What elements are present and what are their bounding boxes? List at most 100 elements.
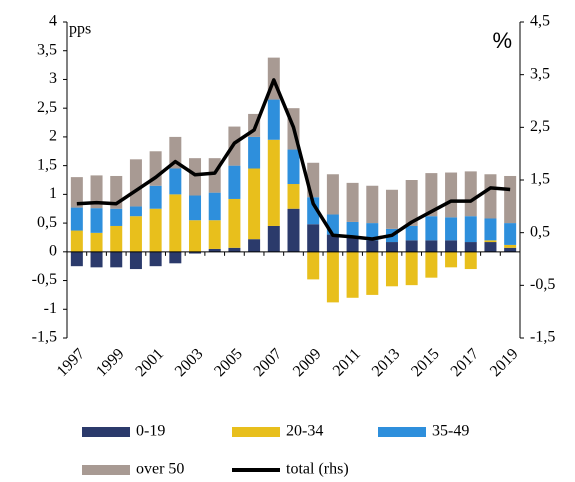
bar [70, 177, 83, 208]
x-tick-label: 2013 [369, 345, 404, 380]
x-tick-label: 2001 [132, 345, 167, 380]
bar [208, 192, 221, 221]
bar [326, 251, 339, 303]
bar [287, 184, 300, 209]
bar [425, 251, 438, 278]
bar [405, 225, 418, 241]
bar [464, 216, 477, 243]
bar [484, 240, 497, 243]
bar [129, 251, 142, 270]
bar [149, 185, 162, 209]
legend-label: total (rhs) [286, 461, 349, 478]
bar [425, 173, 438, 217]
bar [248, 168, 261, 240]
legend-label: over 50 [136, 461, 184, 478]
bar [445, 251, 458, 268]
x-tick-label: 2011 [330, 345, 364, 379]
x-tick-label: 2005 [211, 345, 246, 380]
bar [90, 175, 103, 209]
bar [129, 206, 142, 217]
bar [267, 225, 280, 252]
bar [208, 248, 221, 252]
bar [248, 136, 261, 169]
bar [189, 251, 202, 254]
bar [70, 230, 83, 252]
y-tick-label: -1,5 [32, 329, 57, 346]
bar [326, 174, 339, 215]
legend-swatch [232, 427, 280, 437]
y-axis-label: pps [69, 21, 91, 38]
bar [326, 234, 339, 252]
y2-axis-label: % [492, 28, 512, 53]
bar [425, 216, 438, 241]
bar [129, 216, 142, 252]
bar [90, 251, 103, 268]
y2-tick-label: 2,5 [530, 118, 550, 135]
bar [484, 174, 497, 219]
legend-label: 35-49 [432, 423, 469, 440]
bar [189, 220, 202, 252]
bar [228, 247, 241, 252]
y-tick-label: 3,5 [37, 41, 57, 58]
line [76, 78, 511, 241]
bar [504, 223, 517, 245]
bar [70, 207, 83, 231]
bar [287, 208, 300, 252]
y-tick-label: 1 [49, 185, 57, 202]
bar [504, 244, 517, 248]
bar [307, 197, 320, 225]
bar [385, 242, 398, 252]
y-tick-label: 0 [49, 242, 57, 259]
x-tick-label: 1999 [93, 345, 128, 380]
y-tick-label: 2 [49, 128, 57, 145]
bar [70, 251, 83, 267]
x-tick-label: 2007 [251, 345, 286, 380]
bar [248, 239, 261, 252]
bar [445, 217, 458, 241]
x-tick-label: 2009 [290, 345, 325, 380]
bar [228, 165, 241, 199]
bar [445, 172, 458, 218]
bar [90, 208, 103, 233]
bar [110, 251, 123, 268]
bar [346, 251, 359, 298]
bar [484, 242, 497, 252]
bar [504, 247, 517, 252]
bar [169, 168, 182, 195]
bar [228, 198, 241, 248]
x-tick-label: 2015 [408, 345, 443, 380]
legend-label: 0-19 [136, 423, 165, 440]
bar [425, 240, 438, 252]
bar [149, 251, 162, 267]
bar [189, 195, 202, 221]
bar [169, 251, 182, 264]
bar [287, 149, 300, 185]
bar [405, 251, 418, 286]
y-tick-label: 0,5 [37, 214, 57, 231]
x-tick-label: 2019 [487, 345, 522, 380]
x-tick-label: 1997 [54, 345, 89, 380]
legend-label: 20-34 [286, 423, 323, 440]
bar [129, 159, 142, 207]
bar [189, 158, 202, 196]
bar [366, 185, 379, 224]
bar [464, 251, 477, 270]
bar [346, 236, 359, 252]
y-tick-label: -1 [44, 300, 57, 317]
bar [405, 240, 418, 252]
x-tick-label: 2017 [448, 345, 483, 380]
y-tick-label: 1,5 [37, 156, 57, 173]
bar [267, 99, 280, 140]
bar [405, 180, 418, 226]
bar [169, 194, 182, 252]
y2-tick-label: 4,5 [530, 13, 550, 30]
bar [267, 139, 280, 226]
legend-swatch [82, 465, 130, 475]
bar [208, 158, 221, 193]
y2-tick-label: 1,5 [530, 171, 550, 188]
y-tick-label: 2,5 [37, 99, 57, 116]
bar [366, 223, 379, 241]
bar [385, 189, 398, 229]
bar [366, 240, 379, 252]
bar [385, 251, 398, 287]
